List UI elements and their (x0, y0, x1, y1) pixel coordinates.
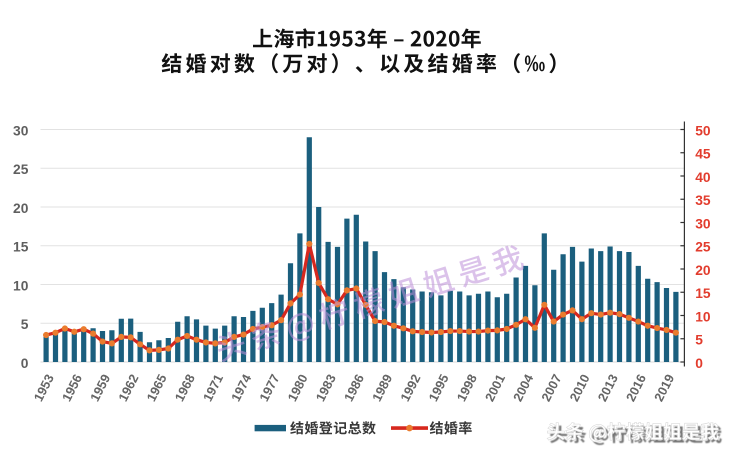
svg-text:25: 25 (695, 240, 711, 255)
svg-text:35: 35 (695, 193, 711, 208)
svg-text:10: 10 (695, 309, 711, 324)
svg-text:0: 0 (695, 356, 703, 371)
svg-text:10: 10 (13, 278, 29, 293)
svg-text:45: 45 (695, 147, 711, 162)
svg-text:0: 0 (21, 356, 29, 371)
svg-text:15: 15 (695, 286, 711, 301)
svg-text:5: 5 (695, 333, 703, 348)
svg-text:15: 15 (13, 240, 29, 255)
svg-text:5: 5 (21, 317, 29, 332)
svg-text:30: 30 (13, 123, 29, 138)
svg-text:20: 20 (13, 201, 29, 216)
svg-text:25: 25 (13, 162, 29, 177)
svg-text:30: 30 (695, 216, 711, 231)
svg-text:50: 50 (695, 123, 711, 138)
svg-text:40: 40 (695, 170, 711, 185)
svg-text:20: 20 (695, 263, 711, 278)
